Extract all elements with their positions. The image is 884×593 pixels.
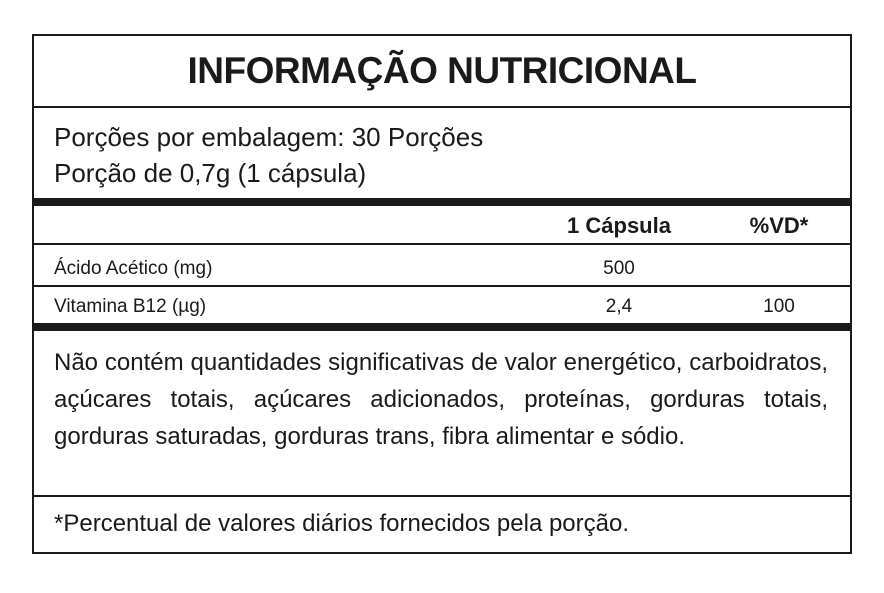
nutrient-name: Vitamina B12 (µg) (54, 296, 207, 317)
nutrient-amount: 500 (603, 258, 635, 279)
nutrient-name: Ácido Acético (mg) (54, 258, 213, 279)
not-significant-note: Não contém quantidades significativas de… (54, 349, 828, 450)
nutrition-facts-label: INFORMAÇÃO NUTRICIONAL Porções por embal… (32, 34, 852, 554)
nutrient-dv: 100 (763, 296, 795, 317)
thick-divider (34, 198, 850, 206)
divider (34, 285, 850, 287)
nutrient-amount: 2,4 (605, 296, 633, 317)
serving-size: Porção de 0,7g (1 cápsula) (54, 158, 367, 188)
divider (34, 243, 850, 245)
column-header-amount: 1 Cápsula (567, 213, 671, 238)
divider (34, 106, 850, 108)
footnote: *Percentual de valores diários fornecido… (54, 510, 630, 537)
thick-divider (34, 323, 850, 331)
divider (34, 495, 850, 497)
label-title: INFORMAÇÃO NUTRICIONAL (187, 50, 697, 91)
servings-per-package: Porções por embalagem: 30 Porções (54, 122, 484, 152)
column-header-dv: %VD* (749, 213, 809, 238)
